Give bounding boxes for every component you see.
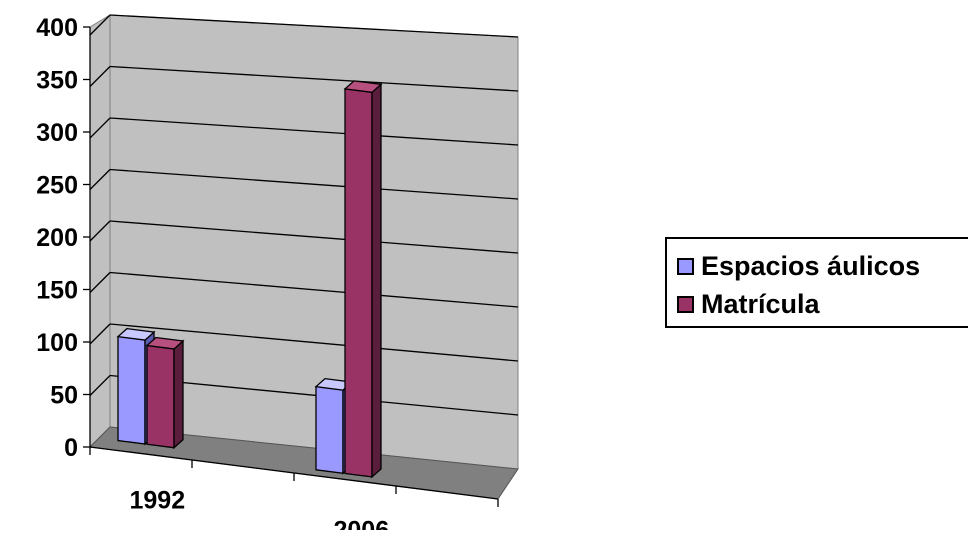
gridline	[109, 271, 519, 308]
y-tick-label: 150	[36, 277, 78, 305]
legend-swatch-espacios-aulicos	[677, 258, 694, 275]
y-tick-label: 50	[50, 382, 78, 410]
bar-side	[173, 339, 184, 450]
bar-front	[146, 344, 175, 449]
y-tick-label: 0	[64, 434, 78, 462]
y-tick-label: 300	[36, 119, 78, 147]
legend-item-matricula: Matrícula	[677, 289, 820, 320]
y-tick-label: 100	[36, 329, 78, 357]
gridline-side	[89, 323, 111, 345]
bar-front	[315, 385, 344, 474]
bar	[145, 336, 185, 450]
axes	[83, 26, 499, 507]
gridline-side	[89, 220, 111, 242]
x-tick-label: 1992	[130, 487, 186, 515]
gridline	[109, 323, 519, 362]
gridline-side	[89, 169, 111, 190]
gridline-side	[89, 66, 111, 87]
chart-walls	[88, 14, 519, 500]
tick-labels: 0 50 100 150 200 250 300 350 400 1992 2006	[36, 14, 390, 535]
bar-top	[116, 327, 156, 341]
legend-label: Matrícula	[701, 289, 820, 319]
bar-side	[371, 82, 382, 479]
gridline	[109, 168, 519, 200]
bar-front	[344, 88, 373, 478]
gridline-side	[89, 14, 111, 36]
gridline	[109, 117, 519, 146]
bar	[343, 80, 383, 479]
y-tick-label: 250	[36, 172, 78, 200]
y-tick-label: 400	[36, 14, 78, 42]
legend-label: Espacios áulicos	[701, 251, 921, 281]
gridline	[109, 220, 519, 254]
gridline	[109, 65, 519, 92]
legend-item-espacios-aulicos: Espacios áulicos	[677, 251, 920, 282]
gridline-side	[89, 272, 111, 293]
legend: Espacios áulicos Matrícula	[665, 237, 968, 328]
y-tick-label: 350	[36, 67, 78, 95]
bar-top	[145, 336, 185, 350]
bar-top	[343, 80, 383, 94]
x-tick-label: 2006	[334, 517, 390, 530]
gridline-side	[89, 117, 111, 139]
bars	[116, 80, 383, 479]
legend-swatch-matricula	[677, 296, 694, 313]
y-tick-label: 200	[36, 224, 78, 252]
gridline	[109, 14, 519, 38]
gridline-side	[89, 375, 111, 396]
bar-front	[117, 335, 146, 445]
